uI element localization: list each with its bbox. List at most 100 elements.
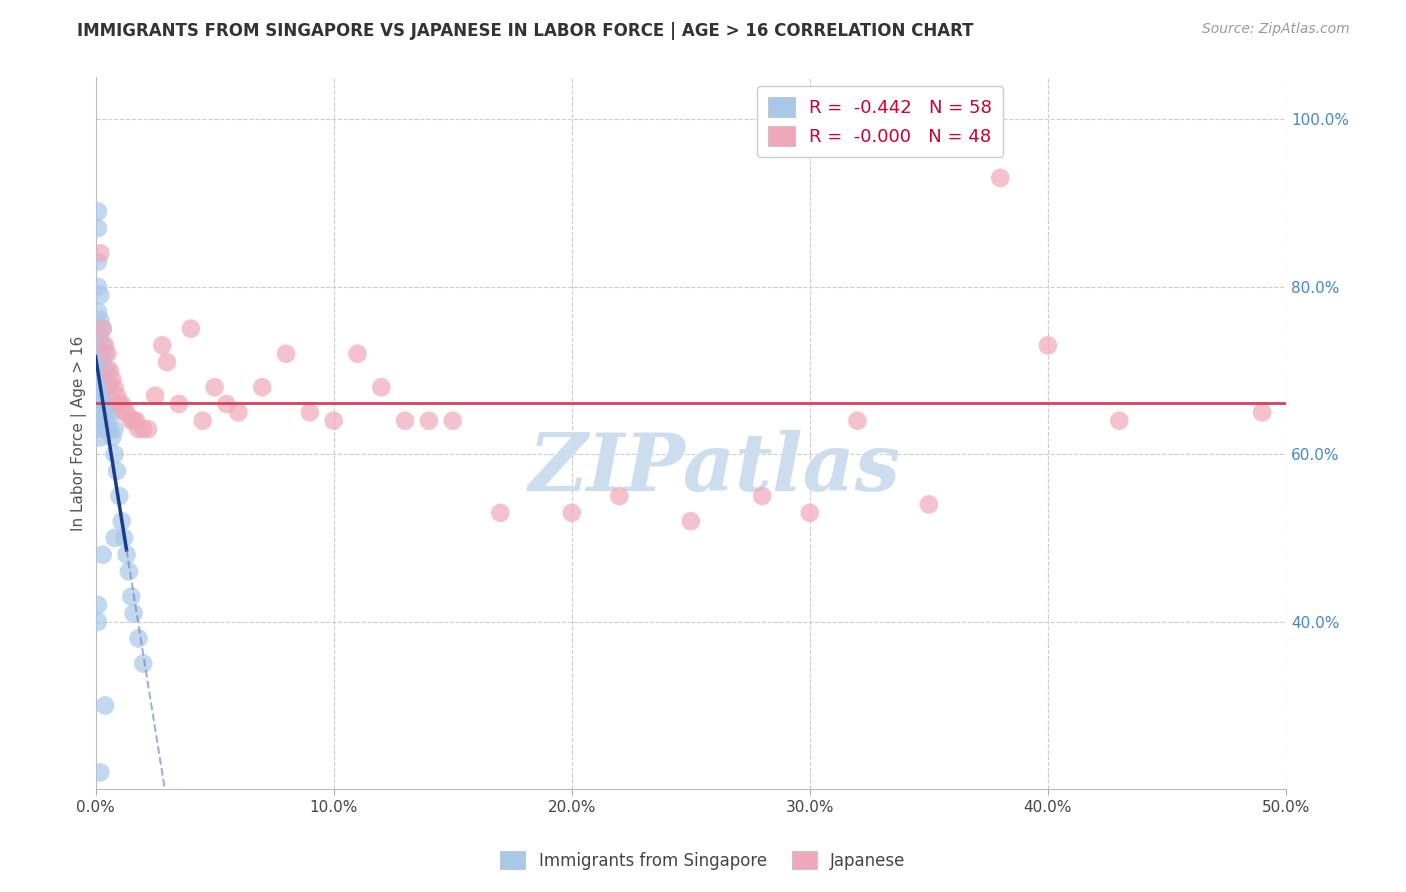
Legend: R =  -0.442   N = 58, R =  -0.000   N = 48: R = -0.442 N = 58, R = -0.000 N = 48: [756, 87, 1002, 157]
Point: [87, 321, 110, 335]
Point: [136, 422, 159, 436]
Point: [91, 548, 114, 562]
Point: [252, 380, 274, 394]
Point: [87, 355, 110, 369]
Point: [150, 338, 173, 352]
Point: [91, 321, 114, 335]
Point: [94, 363, 117, 377]
Point: [111, 397, 134, 411]
Point: [561, 506, 583, 520]
Point: [274, 347, 297, 361]
Point: [441, 414, 464, 428]
Point: [132, 657, 155, 671]
Point: [127, 422, 149, 436]
Point: [115, 548, 138, 562]
Point: [108, 489, 131, 503]
Point: [751, 489, 773, 503]
Point: [96, 405, 118, 419]
Point: [87, 221, 110, 235]
Point: [96, 380, 118, 394]
Point: [89, 347, 111, 361]
Point: [94, 698, 117, 713]
Text: IMMIGRANTS FROM SINGAPORE VS JAPANESE IN LABOR FORCE | AGE > 16 CORRELATION CHAR: IMMIGRANTS FROM SINGAPORE VS JAPANESE IN…: [77, 22, 974, 40]
Point: [322, 414, 344, 428]
Point: [346, 347, 368, 361]
Point: [94, 414, 117, 428]
Point: [120, 414, 142, 428]
Point: [98, 422, 121, 436]
Point: [87, 254, 110, 268]
Point: [180, 321, 202, 335]
Point: [91, 321, 114, 335]
Point: [89, 363, 111, 377]
Text: ZIPatlas: ZIPatlas: [529, 430, 901, 508]
Point: [394, 414, 416, 428]
Point: [112, 531, 135, 545]
Point: [215, 397, 238, 411]
Point: [120, 590, 142, 604]
Point: [370, 380, 392, 394]
Point: [89, 414, 111, 428]
Point: [96, 422, 118, 436]
Y-axis label: In Labor Force | Age > 16: In Labor Force | Age > 16: [72, 335, 87, 531]
Point: [846, 414, 869, 428]
Point: [101, 405, 124, 419]
Point: [104, 422, 127, 436]
Point: [98, 363, 121, 377]
Point: [89, 313, 111, 327]
Point: [101, 372, 124, 386]
Point: [204, 380, 226, 394]
Point: [228, 405, 250, 419]
Point: [87, 615, 110, 629]
Point: [89, 397, 111, 411]
Point: [101, 430, 124, 444]
Point: [96, 347, 118, 361]
Point: [87, 305, 110, 319]
Point: [127, 632, 149, 646]
Point: [91, 405, 114, 419]
Point: [91, 355, 114, 369]
Point: [132, 422, 155, 436]
Point: [607, 489, 630, 503]
Point: [87, 397, 110, 411]
Point: [418, 414, 440, 428]
Point: [94, 338, 117, 352]
Legend: Immigrants from Singapore, Japanese: Immigrants from Singapore, Japanese: [494, 845, 912, 877]
Point: [104, 380, 127, 394]
Point: [191, 414, 214, 428]
Point: [298, 405, 321, 419]
Point: [156, 355, 179, 369]
Point: [89, 380, 111, 394]
Point: [87, 598, 110, 612]
Point: [87, 279, 110, 293]
Point: [143, 389, 166, 403]
Point: [115, 405, 138, 419]
Point: [89, 430, 111, 444]
Point: [94, 347, 117, 361]
Text: Source: ZipAtlas.com: Source: ZipAtlas.com: [1202, 22, 1350, 37]
Point: [988, 170, 1011, 185]
Point: [679, 514, 702, 528]
Point: [91, 338, 114, 352]
Point: [105, 464, 128, 478]
Point: [918, 498, 941, 512]
Point: [91, 372, 114, 386]
Point: [1251, 405, 1274, 419]
Point: [87, 338, 110, 352]
Point: [167, 397, 190, 411]
Point: [799, 506, 821, 520]
Point: [105, 389, 128, 403]
Point: [118, 565, 141, 579]
Point: [87, 380, 110, 394]
Point: [122, 607, 145, 621]
Point: [91, 389, 114, 403]
Point: [94, 380, 117, 394]
Point: [89, 246, 111, 260]
Point: [96, 363, 118, 377]
Point: [94, 397, 117, 411]
Point: [489, 506, 512, 520]
Point: [104, 447, 127, 461]
Point: [1108, 414, 1130, 428]
Point: [1036, 338, 1059, 352]
Point: [98, 380, 121, 394]
